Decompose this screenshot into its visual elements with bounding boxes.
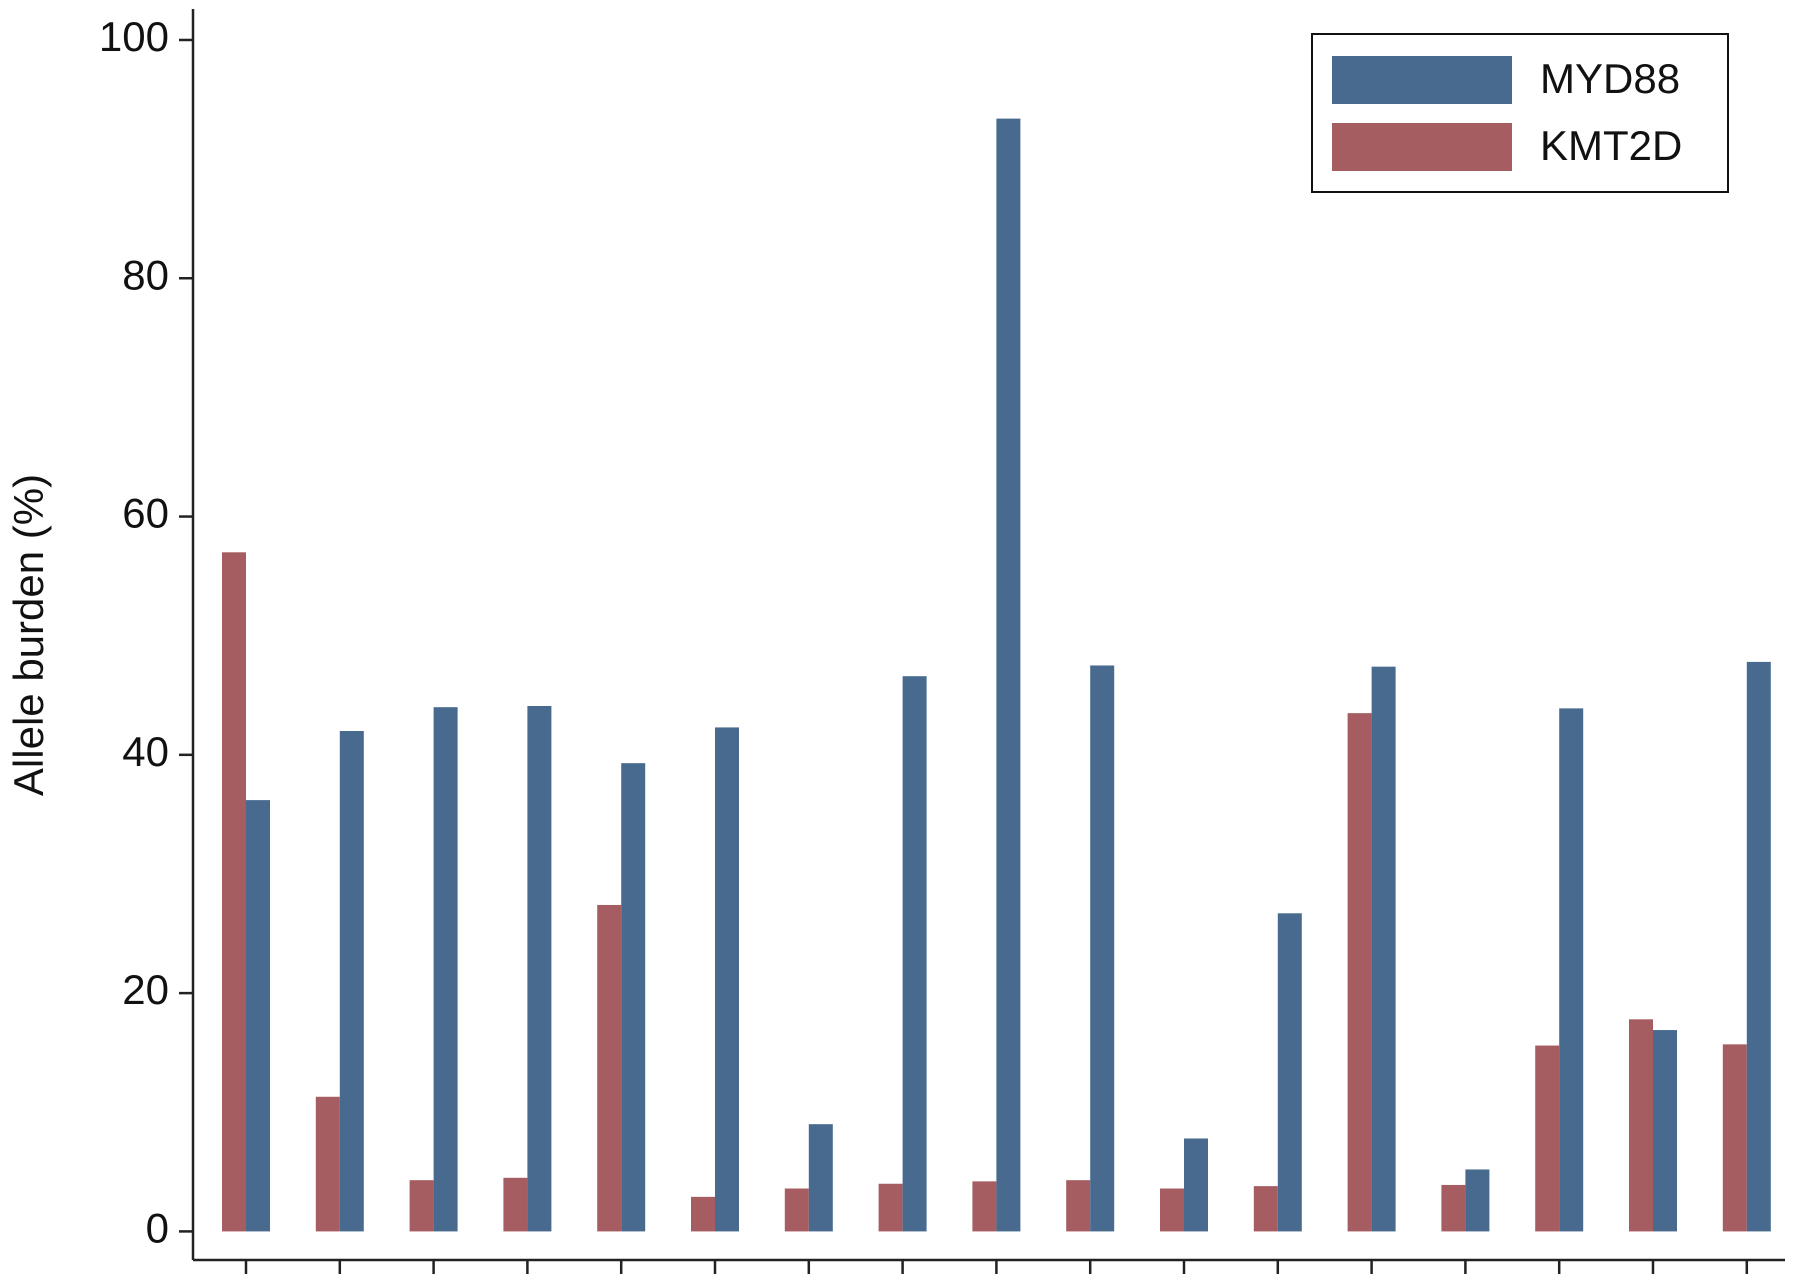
bar xyxy=(1535,1045,1560,1232)
bar xyxy=(1160,1188,1184,1232)
bar xyxy=(996,118,1021,1232)
bar xyxy=(1746,661,1771,1232)
y-axis-label: Allele burden (%) xyxy=(5,474,52,796)
bar xyxy=(715,727,739,1232)
bar xyxy=(1722,1044,1747,1232)
bar xyxy=(433,707,458,1232)
bar xyxy=(1559,708,1584,1232)
bar xyxy=(1066,1180,1091,1232)
y-tick-label: 0 xyxy=(146,1204,169,1251)
legend-swatch xyxy=(1332,56,1512,104)
legend-swatch xyxy=(1332,123,1512,171)
bar xyxy=(315,1096,340,1232)
bar xyxy=(1653,1030,1677,1232)
bar xyxy=(503,1177,528,1232)
legend-label: MYD88 xyxy=(1540,55,1680,102)
bar xyxy=(409,1180,434,1232)
bar xyxy=(1441,1184,1466,1232)
bar xyxy=(1277,913,1302,1232)
bar xyxy=(784,1188,809,1232)
bar xyxy=(1184,1138,1208,1232)
bar xyxy=(339,731,364,1232)
bar xyxy=(1090,665,1115,1232)
bar xyxy=(246,800,270,1232)
y-tick-label: 80 xyxy=(122,251,169,298)
bar xyxy=(597,904,622,1232)
bar xyxy=(691,1196,715,1232)
bar xyxy=(1465,1169,1490,1232)
y-tick-label: 20 xyxy=(122,966,169,1013)
bar xyxy=(1371,666,1396,1232)
bar xyxy=(1253,1186,1278,1232)
y-tick-label: 60 xyxy=(122,490,169,537)
bar xyxy=(621,763,646,1232)
legend-label: KMT2D xyxy=(1540,122,1682,169)
bar xyxy=(1347,713,1372,1232)
y-tick-label: 100 xyxy=(99,13,169,60)
bar xyxy=(878,1183,903,1232)
bar xyxy=(902,676,927,1232)
bar xyxy=(1629,1019,1653,1232)
y-tick-label: 40 xyxy=(122,728,169,775)
bar xyxy=(527,705,552,1232)
bar xyxy=(808,1124,833,1232)
bar xyxy=(222,552,246,1232)
bar xyxy=(972,1181,997,1232)
